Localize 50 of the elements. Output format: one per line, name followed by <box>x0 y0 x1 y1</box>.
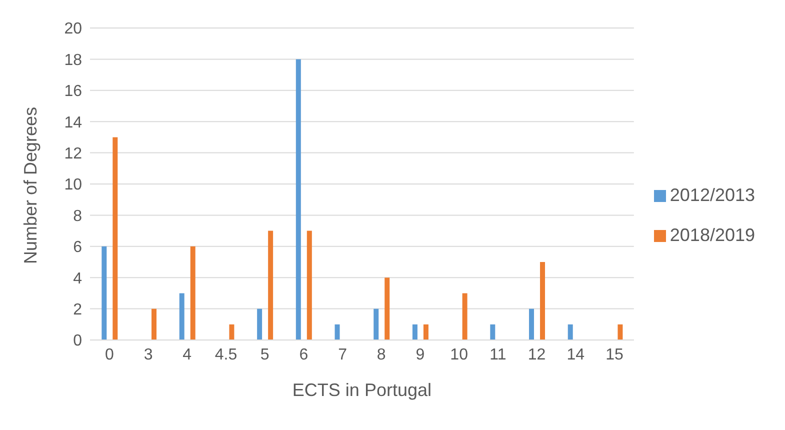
y-tick-label: 10 <box>64 176 82 194</box>
bar <box>412 324 418 340</box>
y-tick-label: 14 <box>64 114 82 132</box>
y-tick-label: 20 <box>64 20 82 38</box>
x-tick-label: 3 <box>144 346 153 364</box>
bar <box>618 324 623 340</box>
bar <box>490 324 496 340</box>
bar <box>423 324 428 340</box>
x-tick-label: 4.5 <box>214 346 238 364</box>
bar <box>384 278 390 340</box>
y-axis-title: Number of Degrees <box>20 106 40 264</box>
bar <box>529 308 534 340</box>
bar <box>112 137 118 340</box>
x-tick-label: 15 <box>606 346 624 364</box>
x-axis-title: ECTS in Portugal <box>292 380 432 400</box>
bar <box>268 230 274 340</box>
y-tick-label: 12 <box>64 145 82 162</box>
x-tick-label: 4 <box>182 346 192 364</box>
bar <box>374 308 379 340</box>
bar <box>179 293 184 340</box>
y-tick-label: 0 <box>73 332 82 350</box>
y-tick-label: 8 <box>73 208 82 225</box>
y-tick-label: 6 <box>73 239 82 256</box>
y-tick-label: 4 <box>73 270 82 288</box>
y-tick-label: 18 <box>64 52 82 69</box>
bar <box>229 324 234 340</box>
x-tick-label: 7 <box>338 346 348 364</box>
x-tick-label: 0 <box>104 346 114 364</box>
x-tick-label: 12 <box>528 346 546 364</box>
bar <box>296 59 301 340</box>
y-tick-label: 16 <box>64 83 82 100</box>
x-tick-label: 11 <box>490 346 506 364</box>
x-tick-label: 5 <box>260 346 270 364</box>
bar <box>152 308 157 340</box>
bar <box>257 308 262 340</box>
x-tick-label: 10 <box>450 346 468 364</box>
bar <box>190 246 196 340</box>
x-tick-label: 8 <box>376 346 386 364</box>
legend-label: 2012/2013 <box>670 185 755 205</box>
bar <box>568 324 573 340</box>
y-tick-label: 2 <box>73 301 82 318</box>
x-tick-label: 6 <box>299 346 308 364</box>
x-tick-label: 14 <box>566 346 585 364</box>
bar <box>102 246 107 340</box>
x-tick-label: 9 <box>416 346 425 364</box>
bar <box>540 262 546 340</box>
bar <box>334 324 340 340</box>
bar <box>462 293 468 340</box>
legend-label: 2018/2019 <box>670 225 755 245</box>
bar <box>306 230 312 340</box>
